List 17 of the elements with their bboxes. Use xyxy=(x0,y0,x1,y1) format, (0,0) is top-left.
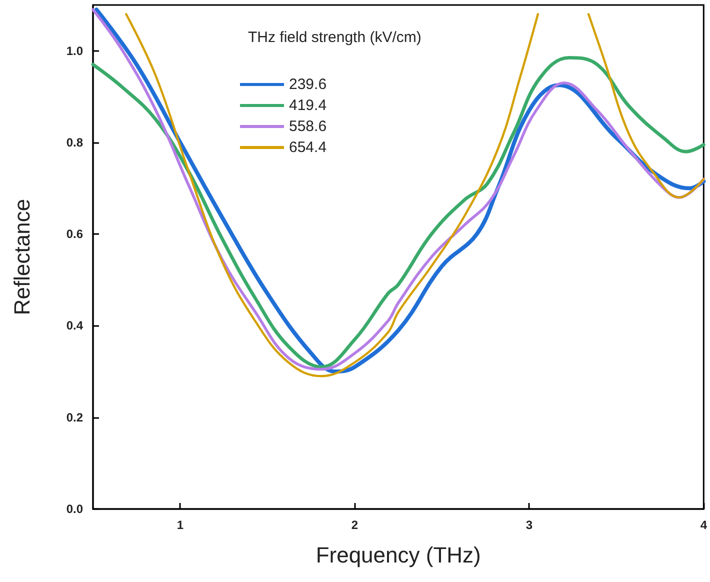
y-axis-title: Reflectance xyxy=(10,198,34,316)
y-tick-label: 0.0 xyxy=(66,502,84,516)
legend-label: 654.4 xyxy=(289,139,327,156)
x-tick-label: 4 xyxy=(700,518,708,532)
x-tick-label: 3 xyxy=(526,518,533,532)
x-axis-title: Frequency (THz) xyxy=(316,542,481,568)
y-tick-label: 0.2 xyxy=(66,410,84,424)
x-tick-label: 1 xyxy=(176,518,184,532)
y-tick-label: 0.4 xyxy=(66,318,84,333)
y-tick-label: 0.6 xyxy=(66,227,84,242)
y-tick-label: 0.8 xyxy=(66,135,84,150)
legend-title: THz field strength (kV/cm) xyxy=(248,29,422,46)
legend-label: 419.4 xyxy=(289,97,327,114)
x-tick-label: 2 xyxy=(351,518,358,532)
legend-label: 558.6 xyxy=(289,118,327,135)
y-tick-label: 1.0 xyxy=(66,44,84,58)
legend-label: 239.6 xyxy=(289,76,327,93)
